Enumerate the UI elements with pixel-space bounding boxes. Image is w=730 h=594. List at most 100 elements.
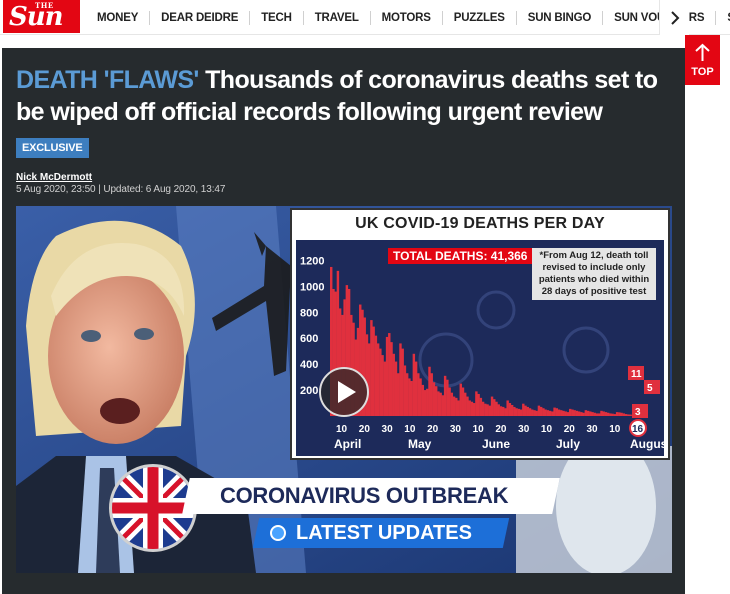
total-deaths-label: TOTAL DEATHS: 41,366 (388, 248, 533, 264)
chart-bar (341, 314, 344, 416)
chart-bar (589, 411, 592, 416)
callout-box (632, 404, 648, 418)
chart-bar (609, 413, 612, 416)
x-tick-label: 10 (404, 424, 416, 435)
chart-bar (573, 410, 576, 416)
month-label: May (408, 437, 432, 451)
chart-bar (347, 288, 351, 416)
x-tick-label: 10 (541, 424, 553, 435)
nav-next-button[interactable] (659, 0, 689, 35)
callout-label: 11 (631, 369, 642, 380)
highlight-marker (629, 419, 647, 437)
chart-bar (417, 373, 420, 416)
chart-bar (575, 410, 579, 416)
chart-bar (564, 411, 567, 416)
headline-text: Thousands of coronavirus deaths set to b… (16, 66, 658, 126)
chart-bar (370, 320, 373, 416)
chart-bar (374, 335, 378, 416)
chart-bar (405, 373, 409, 416)
chart-bar (408, 378, 411, 416)
play-icon (338, 381, 356, 403)
chart-bar (412, 353, 416, 416)
chart-bar (470, 401, 474, 416)
chart-bar (443, 375, 447, 416)
y-tick-label: 200 (300, 385, 318, 397)
chart-bar (466, 396, 469, 416)
back-to-top-button[interactable]: TOP (685, 35, 720, 85)
nav-item-money[interactable]: MONEY (86, 10, 151, 25)
chart-bar (437, 391, 440, 416)
chart-bar (584, 410, 588, 416)
callout-label: 3 (635, 407, 641, 418)
chart-bar (600, 410, 603, 416)
union-jack-icon (109, 464, 197, 552)
chart-bar (383, 361, 387, 416)
chart-bar (441, 395, 445, 416)
chart-bar (385, 336, 389, 416)
author-link[interactable]: Nick McDermott (16, 172, 93, 183)
chart-bar (542, 408, 545, 416)
bullet-dot-icon (270, 525, 286, 541)
chart-bar (457, 400, 460, 416)
chart-bar (338, 308, 342, 416)
chart-bar (591, 412, 594, 416)
chart-bar (397, 373, 400, 416)
nav-item-tech[interactable]: TECH (250, 10, 304, 25)
chart-bar (381, 355, 384, 416)
chart-bar (613, 414, 617, 416)
chart-bar (586, 410, 590, 416)
sun-logo[interactable]: Sun THE (3, 0, 80, 33)
nav-item-puzzles[interactable]: PUZZLES (443, 10, 517, 25)
chart-bar (551, 411, 554, 416)
chart-bar (430, 373, 433, 416)
y-tick-label: 400 (300, 359, 318, 371)
x-tick-label: 10 (473, 424, 485, 435)
chart-bar (439, 392, 442, 416)
article-headline[interactable]: DEATH 'FLAWS' Thousands of coronavirus d… (16, 64, 676, 128)
chart-bar (359, 304, 362, 416)
chart-bar (493, 399, 496, 416)
chart-bar (486, 404, 489, 416)
chart-bar (517, 408, 521, 416)
chart-bar (620, 412, 623, 416)
nav-items: MONEY DEAR DEIDRE TECH TRAVEL MOTORS PUZZLES S… (86, 0, 730, 35)
chart-bar (580, 412, 583, 416)
chart-bar (403, 365, 407, 416)
chart-bar (598, 413, 601, 416)
nav-item-sun-win[interactable]: SUN WIN (716, 11, 730, 25)
chart-bar (627, 414, 630, 416)
chart-bar (495, 401, 498, 416)
nav-item-travel[interactable]: TRAVEL (304, 10, 371, 25)
chart-bar (595, 413, 599, 416)
chart-bar (624, 414, 628, 416)
chart-bar (336, 270, 340, 416)
chart-bar (515, 408, 518, 416)
chart-bar (401, 348, 404, 416)
chart-bar (464, 392, 467, 416)
banner-latest-updates: LATEST UPDATES (252, 518, 510, 548)
x-tick-label: 30 (518, 424, 530, 435)
chart-bar (602, 411, 605, 416)
chart-bar (519, 409, 523, 416)
article-card: DEATH 'FLAWS' Thousands of coronavirus d… (2, 48, 685, 594)
nav-item-dear-deidre[interactable]: DEAR DEIDRE (150, 10, 251, 25)
y-tick-label: 800 (300, 307, 318, 319)
nav-item-motors[interactable]: MOTORS (371, 10, 443, 25)
hero-video[interactable]: UK COVID-19 DEATHS PER DAY 1200 1000 800 60… (16, 206, 672, 573)
logo-word: Sun (9, 2, 64, 32)
chart-bar (546, 410, 550, 416)
banner-outbreak-text: CORONAVIRUS OUTBREAK (220, 483, 509, 508)
chart-bar (499, 406, 503, 416)
play-button[interactable] (319, 367, 369, 417)
chart-bar (452, 396, 456, 416)
x-tick-label: 30 (586, 424, 598, 435)
x-tick-label: 20 (359, 424, 371, 435)
chart-bar (548, 410, 552, 416)
month-label: July (556, 437, 580, 451)
nav-item-sun-bingo[interactable]: SUN BINGO (517, 10, 604, 25)
chart-bar (566, 412, 570, 416)
chart-plot-area: 1200 1000 800 600 400 200 10 20 30 10 20 30 10 20 30 10… (296, 240, 664, 456)
chart-bar (461, 387, 465, 416)
chart-note: *From Aug 12, death toll revised to incl… (532, 248, 656, 300)
chart-bar (475, 391, 478, 416)
